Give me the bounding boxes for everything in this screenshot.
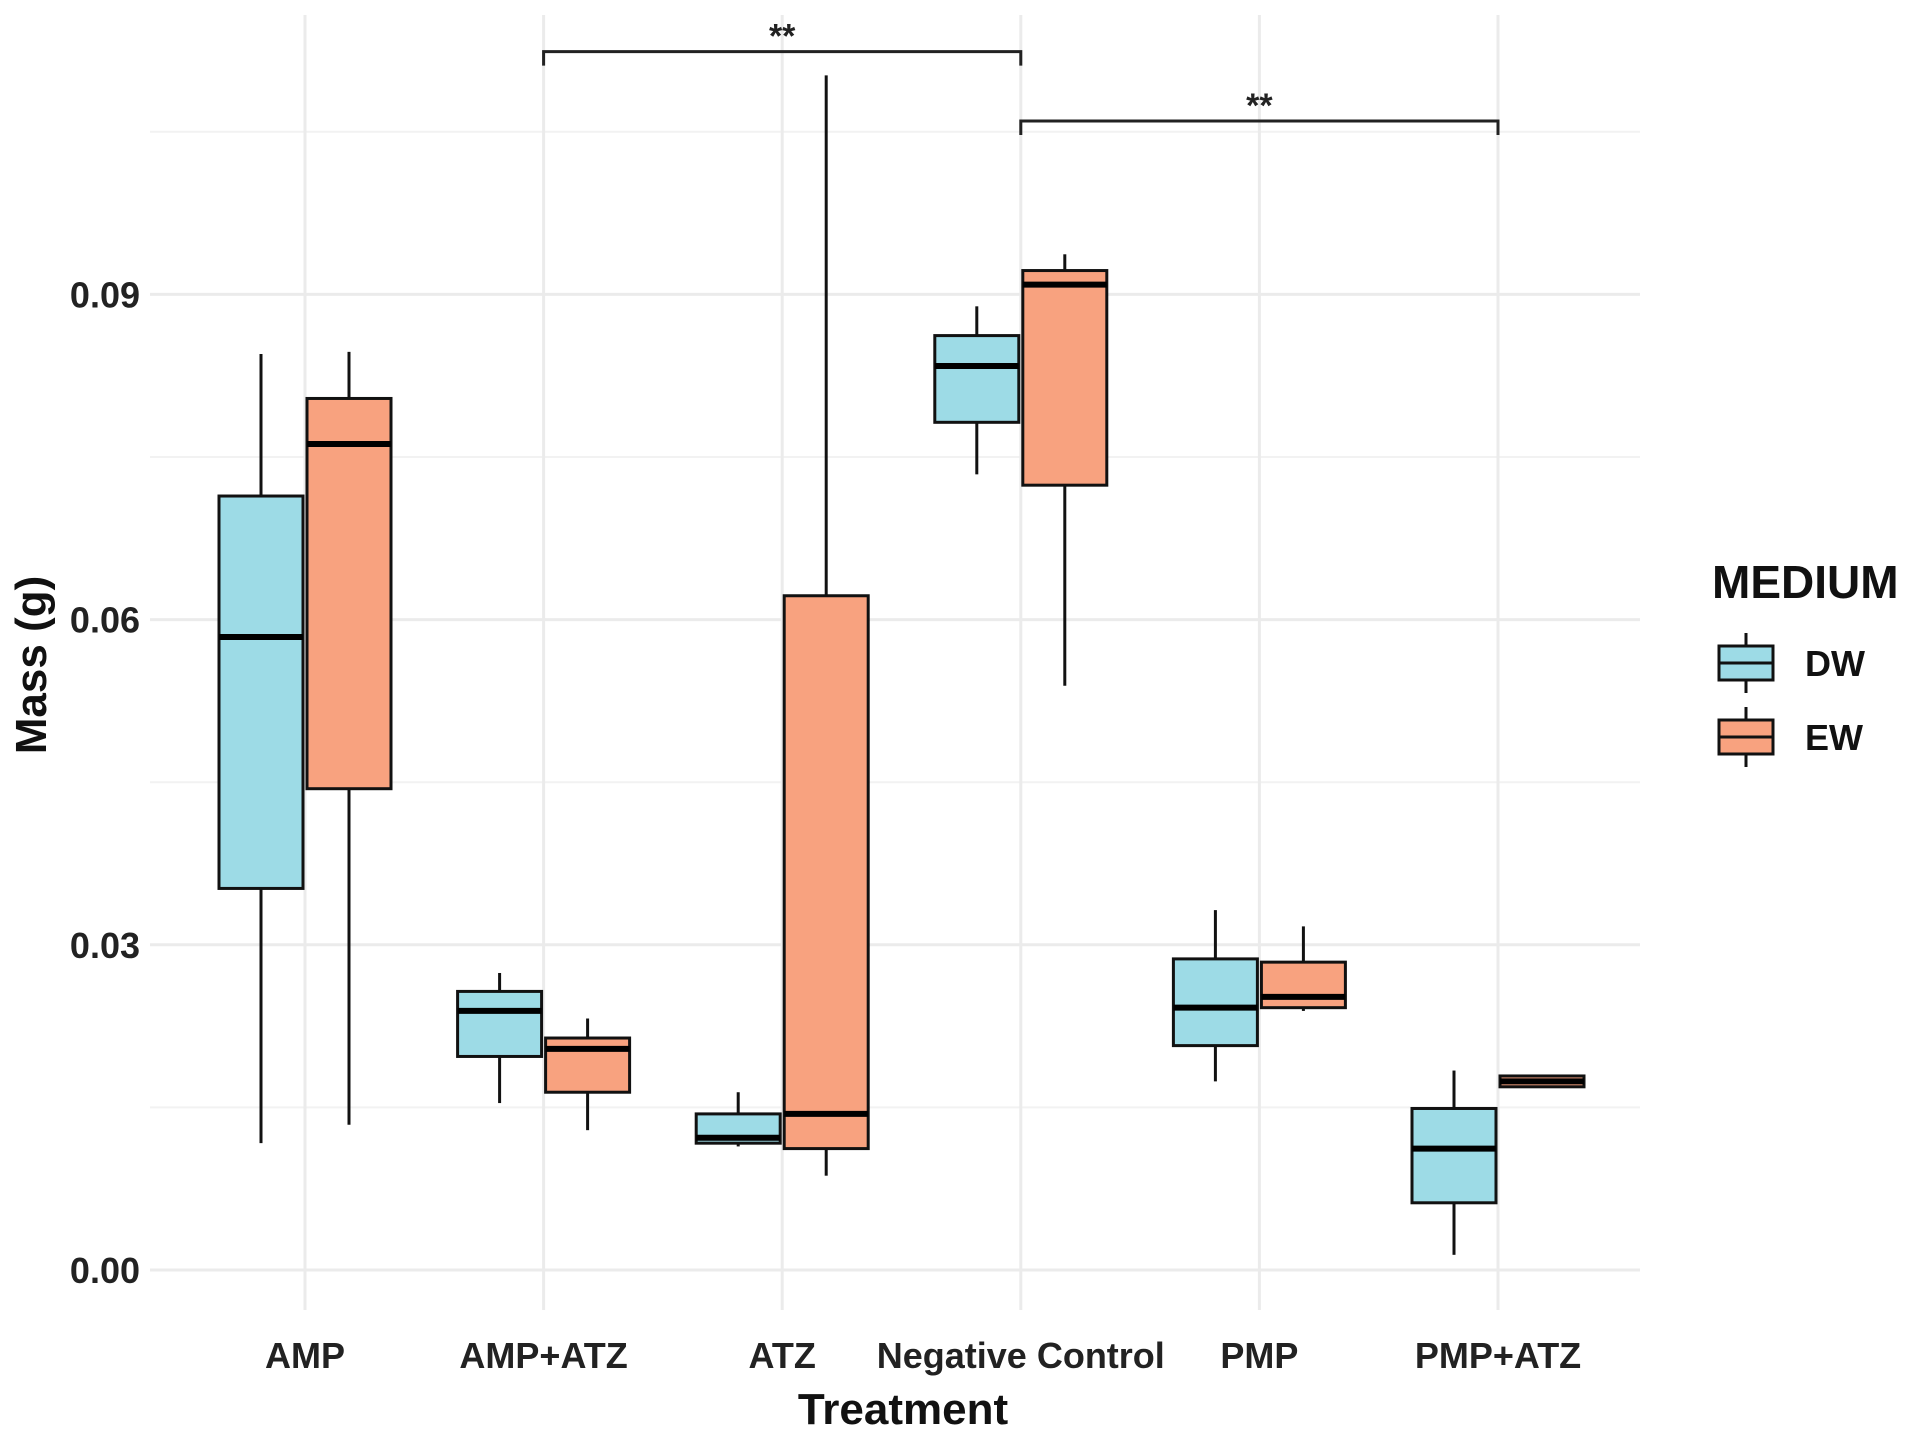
box-body — [1410, 1106, 1498, 1205]
y-tick-label: 0.06 — [70, 600, 140, 641]
legend-label: DW — [1805, 643, 1865, 684]
bracket-line — [1019, 119, 1500, 135]
box-dw-pmp — [1171, 910, 1259, 1082]
box-body — [1171, 957, 1259, 1048]
box-ew-pmp — [1259, 926, 1347, 1011]
x-tick-label: ATZ — [749, 1335, 816, 1376]
x-tick-label: AMP — [265, 1335, 345, 1376]
significance-label: ** — [1246, 87, 1273, 125]
box-dw-atz — [694, 1092, 782, 1147]
box-dw-negative-control — [933, 306, 1021, 475]
legend: MEDIUM DW EW — [1712, 556, 1899, 767]
x-axis-title: Treatment — [798, 1385, 1009, 1434]
box-body — [782, 594, 870, 1151]
box-body — [1021, 269, 1109, 487]
y-tick-label: 0.03 — [70, 925, 140, 966]
legend-title: MEDIUM — [1712, 556, 1899, 608]
box-ew-atz — [782, 75, 870, 1176]
legend-item-dw: DW — [1717, 633, 1865, 693]
box-ew-amp — [305, 351, 393, 1125]
y-tick-label: 0.09 — [70, 274, 140, 315]
box-dw-pmp-atz — [1410, 1070, 1498, 1255]
significance-brackets: ** ** — [542, 18, 1500, 135]
significance-bracket: ** — [1019, 87, 1500, 135]
axis-ticks: 0.00 0.03 0.06 0.09 AMP AMP+ATZ ATZ Negative Co… — [70, 274, 1581, 1376]
y-axis-title: Mass (g) — [7, 576, 56, 754]
box-body — [217, 494, 305, 890]
box-body — [1259, 960, 1347, 1010]
box-dw-amp — [217, 354, 305, 1144]
significance-label: ** — [769, 18, 796, 56]
x-tick-label: PMP — [1220, 1335, 1298, 1376]
legend-item-ew: EW — [1717, 707, 1863, 767]
legend-label: EW — [1805, 717, 1863, 758]
box-body — [456, 989, 544, 1058]
bracket-line — [542, 50, 1023, 66]
box-ew-pmp-atz — [1498, 1074, 1586, 1089]
box-ew-amp-atz — [544, 1018, 632, 1131]
box-ew-negative-control — [1021, 254, 1109, 686]
y-tick-label: 0.00 — [70, 1250, 140, 1291]
gridlines — [150, 15, 1640, 1310]
box-body — [933, 334, 1021, 424]
box-body — [305, 396, 393, 791]
x-tick-label: PMP+ATZ — [1415, 1335, 1581, 1376]
significance-bracket: ** — [542, 18, 1023, 66]
x-tick-label: AMP+ATZ — [459, 1335, 627, 1376]
boxplot-boxes — [217, 75, 1586, 1255]
x-tick-label: Negative Control — [877, 1335, 1165, 1376]
box-dw-amp-atz — [456, 972, 544, 1104]
